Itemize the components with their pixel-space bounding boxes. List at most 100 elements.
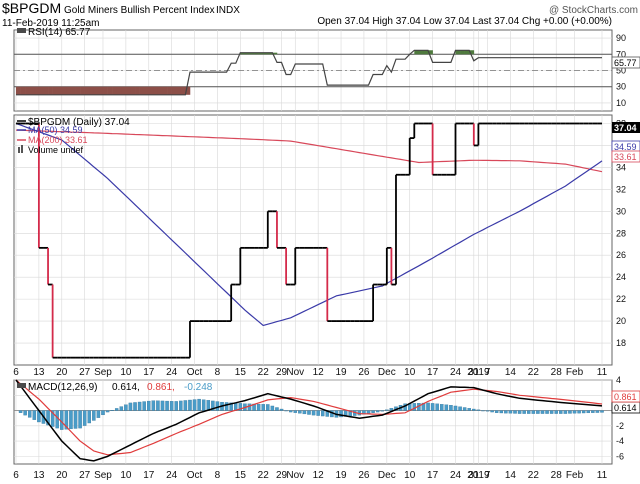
rsi-oversold-fill [75,86,81,95]
macd-histogram-bar [572,410,577,414]
rsi-oversold-fill [157,86,163,95]
rsi-overbought-fill [460,50,465,55]
macd-panel: 42-2-4-6 [14,375,624,462]
macd-histogram-bar [224,402,229,411]
rsi-oversold-fill [34,86,40,95]
macd-histogram-bar [114,408,119,411]
macd-histogram-bar [266,404,270,411]
macd-histogram-bar [494,410,499,413]
x-tick-label-bottom: 28 [551,470,563,481]
macd-histogram-bar [600,410,604,413]
macd-histogram-bar [311,410,316,416]
macd-histogram-bar [536,410,540,414]
rsi-oversold-fill [185,86,191,95]
macd-histogram-bar [183,400,188,411]
macd-histogram-bar [46,410,50,426]
x-tick-label-bottom: 22 [528,470,540,481]
macd-histogram-bar [490,410,494,413]
macd-histogram-bar [298,410,302,414]
macd-histogram-bar [105,410,110,413]
macd-histogram-bar [591,410,595,413]
x-tick-label-mid: Feb [566,367,584,378]
macd-histogram-bar [201,399,206,411]
price-panel: 3836343230282624222018 [15,118,626,359]
rsi-oversold-fill [162,86,168,95]
volume-legend-label: Volume undef [28,145,84,155]
macd-histogram-bar [32,410,37,420]
x-tick-label-mid: 24 [450,367,462,378]
price-tick-label: 24 [616,272,626,282]
macd-histogram-bar [563,410,568,414]
price-tick-label: 32 [616,184,626,194]
quote-line: Open 37.04 High 37.04 Low 37.04 Last 37.… [317,16,612,27]
exchange-label: INDX [216,5,240,16]
rsi-overbought-fill [249,52,255,55]
macd-histogram-bar [513,410,517,414]
macd-signal-line [15,379,603,456]
macd-histogram-bar [215,401,220,411]
macd-signal-value-tag [611,390,640,403]
macd-tick-label: -2 [616,421,624,431]
x-tick-label-mid: 10 [120,367,132,378]
macd-histogram-bar [151,400,156,411]
x-tick-label-bottom: 17 [143,470,155,481]
macd-histogram-bar [440,404,444,411]
rsi-label: RSI(14) 65.77 [28,27,91,38]
rsi-panel: 90 70 50 30 10 [14,33,626,108]
ma50-line [15,122,603,327]
macd-histogram-bar [581,410,586,414]
macd-histogram-bar [462,407,467,411]
price-tick-label: 22 [616,294,626,304]
x-tick-label-mid: 24 [166,367,178,378]
macd-histogram-bar [27,410,32,418]
rsi-oversold-fill [25,86,31,95]
x-tick-label-bottom: Oct [187,470,203,481]
price-legend: $BPGDM (Daily) 37.04 MA(50) 34.59 MA(200… [17,117,130,155]
macd-histogram-bar [504,410,508,414]
macd-histogram-bar [73,410,78,429]
x-tick-label-bottom: Sep [94,470,112,481]
macd-histogram-bar [545,410,549,414]
x-tick-label-bottom: Dec [378,470,396,481]
x-tick-label-bottom: 14 [505,470,517,481]
x-tick-label-bottom: 12 [313,470,325,481]
rsi-line [16,49,602,96]
x-tick-label-bottom: 17 [427,470,439,481]
macd-histogram-bar [279,408,284,411]
macd-histogram-bar [435,403,439,411]
price-panel-frame [13,114,613,366]
macd-histogram-bar [50,410,55,427]
rsi-oversold-fill [20,86,26,95]
macd-histogram-bar [554,410,558,414]
symbol-title: $BPGDM [2,0,61,16]
x-tick-label-bottom: 19 [335,470,347,481]
rsi-value-tag-text: 65.77 [614,58,637,68]
macd-tick-label: 4 [616,375,621,385]
x-tick-label-mid: 19 [335,367,347,378]
macd-histogram-bar [275,407,279,411]
macd-histogram-bar [92,410,96,421]
rsi-tick-label: 50 [616,66,626,76]
x-tick-label-mid: 2019 [467,367,490,378]
x-tick-label-bottom: 24 [166,470,178,481]
macd-histogram-bar [320,410,325,417]
macd-tick-label: -6 [616,451,624,461]
macd-histogram-bar [119,406,124,411]
macd-histogram-bar [426,402,430,411]
macd-tick-label: -4 [616,436,624,446]
macd-histogram-bar [522,410,526,414]
macd-histogram-bar [375,410,380,413]
rsi-oversold-fill [121,86,127,95]
ma200-legend-label: MA(200) 33.61 [28,135,88,145]
x-tick-label-mid: 15 [235,367,247,378]
rsi-oversold-fill [107,86,113,95]
x-tick-label-bottom: 20 [56,470,68,481]
volume-icon [18,147,20,153]
x-tick-label-bottom: 10 [404,470,416,481]
price-tick-label: 30 [616,206,626,216]
rsi-legend: RSI(14) 65.77 [17,27,91,38]
price-tick-label: 34 [616,162,626,172]
rsi-overbought-fill [469,50,475,55]
x-tick-label-mid: Dec [378,367,396,378]
